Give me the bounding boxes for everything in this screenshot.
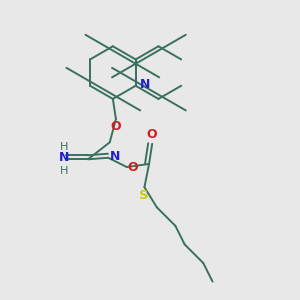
Text: O: O bbox=[111, 120, 121, 133]
Text: O: O bbox=[147, 128, 158, 141]
Text: H: H bbox=[60, 166, 68, 176]
Text: N: N bbox=[140, 78, 150, 91]
Text: S: S bbox=[139, 189, 148, 202]
Text: N: N bbox=[110, 150, 120, 163]
Text: H: H bbox=[60, 142, 68, 152]
Text: O: O bbox=[128, 160, 138, 173]
Text: N: N bbox=[59, 151, 69, 164]
